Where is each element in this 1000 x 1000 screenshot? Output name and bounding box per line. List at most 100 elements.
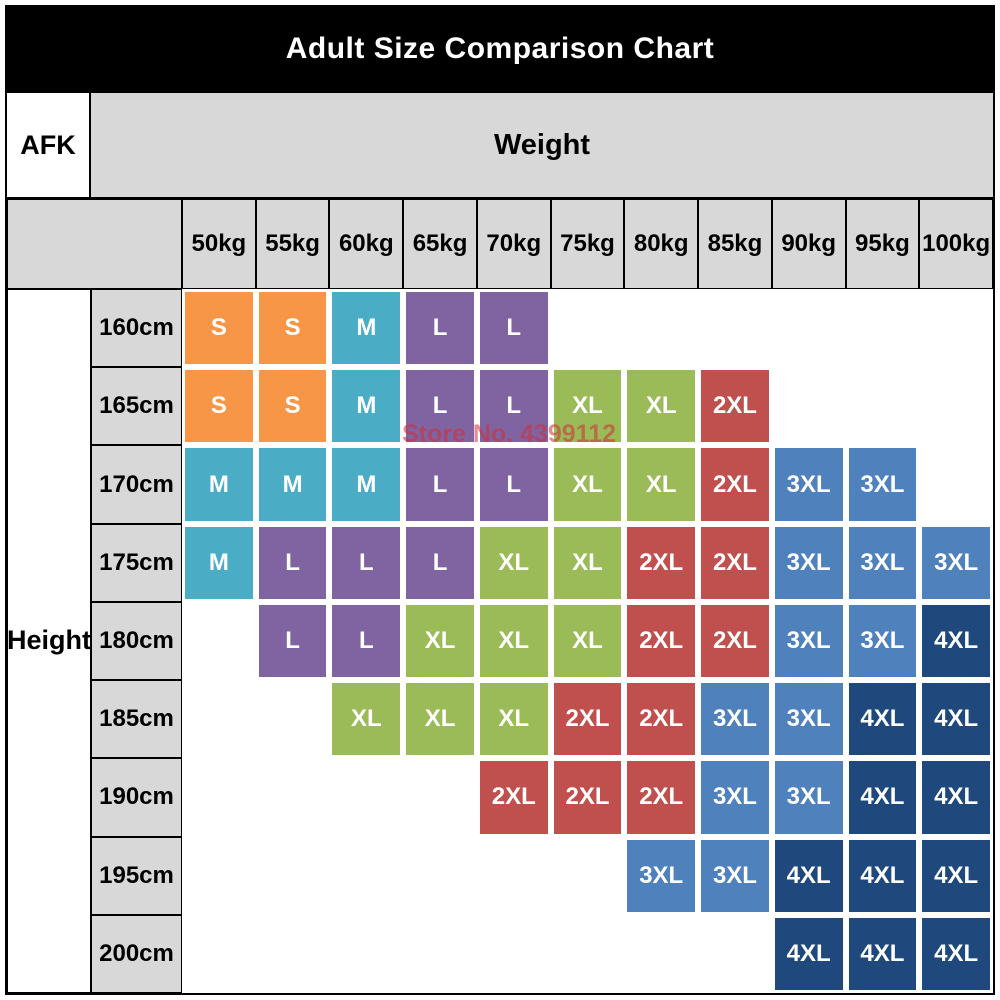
size-cell-175cm-100kg: 3XL [919,523,993,602]
empty-cell [919,367,993,446]
row-header-165cm: 165cm [91,367,182,446]
size-cell-160cm-65kg: L [403,289,477,368]
row-header-200cm: 200cm [91,914,182,993]
size-cell-165cm-55kg: S [255,367,330,446]
empty-cell [771,289,846,368]
size-cell-175cm-65kg: L [403,523,477,602]
size-cell-175cm-50kg: M [182,523,256,602]
row-header-160cm: 160cm [91,289,182,368]
empty-cell [698,914,772,993]
size-cell-165cm-70kg: L [476,367,551,446]
size-cell-175cm-70kg: XL [476,523,551,602]
col-header-85kg: 85kg [698,199,772,289]
empty-cell [550,836,625,915]
row-header-170cm: 170cm [91,445,182,524]
height-axis-label: Height [7,289,91,993]
size-cell-180cm-65kg: XL [403,601,477,681]
empty-cell [329,836,404,915]
size-cell-170cm-75kg: XL [550,445,625,524]
row-header-195cm: 195cm [91,836,182,915]
col-header-80kg: 80kg [624,199,699,289]
size-cell-195cm-95kg: 4XL [845,836,920,915]
col-header-90kg: 90kg [771,199,846,289]
size-cell-175cm-85kg: 2XL [698,523,772,602]
size-cell-200cm-95kg: 4XL [845,914,920,993]
empty-cell [255,680,330,759]
row-header-180cm: 180cm [91,601,182,681]
empty-cell [550,914,625,993]
size-cell-190cm-85kg: 3XL [698,758,772,837]
empty-cell [182,601,256,681]
size-cell-185cm-60kg: XL [329,680,404,759]
empty-cell [182,758,256,837]
empty-cell [476,914,551,993]
size-cell-185cm-100kg: 4XL [919,680,993,759]
empty-cell [329,758,404,837]
size-cell-175cm-55kg: L [255,523,330,602]
col-header-75kg: 75kg [550,199,625,289]
size-cell-170cm-95kg: 3XL [845,445,920,524]
grid-corner-cell [7,199,182,289]
empty-cell [698,289,772,368]
empty-cell [845,289,920,368]
empty-cell [182,914,256,993]
empty-cell [403,914,477,993]
size-cell-200cm-100kg: 4XL [919,914,993,993]
size-cell-170cm-65kg: L [403,445,477,524]
size-cell-180cm-70kg: XL [476,601,551,681]
row-header-190cm: 190cm [91,758,182,837]
size-cell-170cm-50kg: M [182,445,256,524]
empty-cell [403,836,477,915]
size-cell-180cm-90kg: 3XL [771,601,846,681]
row-header-185cm: 185cm [91,680,182,759]
size-cell-200cm-90kg: 4XL [771,914,846,993]
size-cell-190cm-90kg: 3XL [771,758,846,837]
col-header-55kg: 55kg [255,199,330,289]
size-grid: 50kg 55kg 60kg 65kg 70kg 75kg 80kg 85kg 90kg 95kg… [5,197,995,995]
empty-cell [329,914,404,993]
size-cell-185cm-85kg: 3XL [698,680,772,759]
col-header-65kg: 65kg [403,199,477,289]
col-header-95kg: 95kg [845,199,920,289]
size-cell-185cm-90kg: 3XL [771,680,846,759]
row-header-175cm: 175cm [91,523,182,602]
size-cell-180cm-85kg: 2XL [698,601,772,681]
size-cell-165cm-75kg: XL [550,367,625,446]
size-cell-190cm-70kg: 2XL [476,758,551,837]
chart-title: Adult Size Comparison Chart [5,5,995,93]
empty-cell [771,367,846,446]
size-cell-195cm-90kg: 4XL [771,836,846,915]
empty-cell [550,289,625,368]
size-cell-175cm-75kg: XL [550,523,625,602]
size-cell-180cm-75kg: XL [550,601,625,681]
weight-axis-label: Weight [91,93,993,197]
size-cell-190cm-95kg: 4XL [845,758,920,837]
empty-cell [403,758,477,837]
empty-cell [182,836,256,915]
empty-cell [624,289,699,368]
size-cell-180cm-55kg: L [255,601,330,681]
size-cell-160cm-50kg: S [182,289,256,368]
axis-header-row: AFK Weight [5,93,995,197]
size-cell-185cm-70kg: XL [476,680,551,759]
size-cell-175cm-95kg: 3XL [845,523,920,602]
size-cell-165cm-65kg: L [403,367,477,446]
size-cell-160cm-60kg: M [329,289,404,368]
size-cell-190cm-75kg: 2XL [550,758,625,837]
size-cell-175cm-90kg: 3XL [771,523,846,602]
empty-cell [182,680,256,759]
col-header-100kg: 100kg [919,199,993,289]
empty-cell [255,914,330,993]
empty-cell [919,289,993,368]
size-cell-170cm-80kg: XL [624,445,699,524]
empty-cell [255,836,330,915]
size-cell-195cm-85kg: 3XL [698,836,772,915]
afk-label: AFK [7,93,91,197]
empty-cell [255,758,330,837]
col-header-70kg: 70kg [476,199,551,289]
size-cell-165cm-50kg: S [182,367,256,446]
size-cell-175cm-80kg: 2XL [624,523,699,602]
size-cell-170cm-85kg: 2XL [698,445,772,524]
size-cell-175cm-60kg: L [329,523,404,602]
